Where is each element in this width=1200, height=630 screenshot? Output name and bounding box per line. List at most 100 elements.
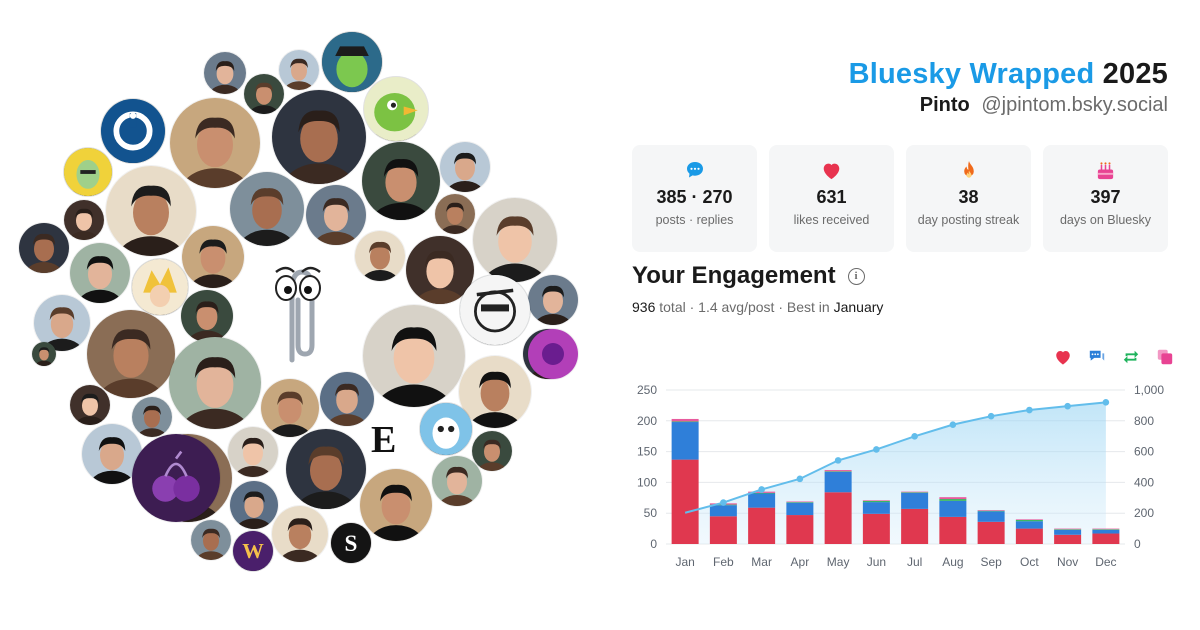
bar-likes <box>709 516 737 544</box>
stat-label: likes received <box>793 213 870 227</box>
reply-icon[interactable] <box>1088 348 1106 366</box>
avatar[interactable] <box>472 431 512 471</box>
bar-replies <box>977 511 1005 522</box>
y-right-tick-label: 800 <box>1134 414 1154 428</box>
avatar[interactable] <box>320 372 374 426</box>
avatar[interactable] <box>459 356 531 428</box>
year-title: 2025 <box>1102 58 1168 90</box>
cherry-avatar[interactable] <box>132 434 220 522</box>
avatar[interactable] <box>70 243 130 303</box>
bar-reposts <box>977 510 1005 512</box>
avatar[interactable] <box>355 231 405 281</box>
cake-icon <box>1043 159 1168 181</box>
quote-icon[interactable] <box>1156 348 1174 366</box>
avatar[interactable] <box>362 142 440 220</box>
avatar[interactable] <box>272 506 328 562</box>
engagement-total-label: total <box>659 299 686 315</box>
avatar[interactable] <box>440 142 490 192</box>
avatar[interactable] <box>32 342 56 366</box>
chart-legend <box>1054 348 1174 366</box>
engagement-avg: 1.4 avg/post <box>698 299 775 315</box>
bar-replies <box>1015 521 1043 529</box>
s-logo-avatar[interactable]: S <box>331 523 371 563</box>
x-tick-label: Oct <box>1020 555 1039 569</box>
repost-icon[interactable] <box>1122 348 1140 366</box>
chat-bubble-icon <box>632 159 757 181</box>
avatar[interactable] <box>64 200 104 240</box>
x-tick-label: Dec <box>1095 555 1116 569</box>
engagement-title: Your Engagement i <box>632 262 865 290</box>
avatar[interactable] <box>279 50 319 90</box>
bar-quotes <box>939 497 967 500</box>
info-icon[interactable]: i <box>847 267 865 285</box>
avatar[interactable] <box>170 98 260 188</box>
brand-title: Bluesky Wrapped <box>848 58 1095 90</box>
avatar[interactable] <box>204 52 246 94</box>
avatar[interactable] <box>435 194 475 234</box>
engagement-chart: 0 50 100 150 200 250 0 200 400 600 800 1,000 Jan Feb M… <box>637 383 1164 569</box>
cartoon-avatar[interactable] <box>420 403 472 455</box>
avatar[interactable] <box>70 385 110 425</box>
avatar[interactable] <box>169 337 261 429</box>
heart-icon <box>769 159 894 181</box>
avatar[interactable] <box>181 290 233 342</box>
bar-quotes <box>1092 528 1120 530</box>
bar-reposts <box>901 492 929 493</box>
y-right-tick-label: 1,000 <box>1134 383 1164 397</box>
avatar[interactable] <box>432 456 482 506</box>
avatar[interactable] <box>286 429 366 509</box>
neon-avatar[interactable] <box>528 329 578 379</box>
stat-label: day posting streak <box>917 213 1020 227</box>
avatar[interactable] <box>261 379 319 437</box>
header: Bluesky Wrapped 2025 Pinto @jpintom.bsky… <box>849 58 1168 117</box>
x-tick-label: Feb <box>713 555 734 569</box>
bar-replies <box>901 492 929 509</box>
avatar[interactable] <box>230 481 278 529</box>
avatar[interactable] <box>132 397 172 437</box>
avatar[interactable] <box>272 90 366 184</box>
anime-avatar[interactable] <box>132 259 188 315</box>
avatar[interactable] <box>106 166 196 256</box>
avatar[interactable] <box>363 305 465 407</box>
cumulative-point <box>1064 402 1071 410</box>
engagement-best-month: January <box>833 299 884 315</box>
avatar[interactable] <box>87 310 175 398</box>
sketch-avatar[interactable] <box>460 275 530 345</box>
x-tick-label: Sep <box>980 555 1002 569</box>
avatar[interactable] <box>244 74 284 114</box>
bar-likes <box>1054 534 1082 544</box>
bar-reposts <box>671 421 699 423</box>
avatar[interactable] <box>528 275 578 325</box>
engagement-title-text: Your Engagement <box>632 262 836 289</box>
avatar[interactable] <box>230 172 304 246</box>
bar-likes <box>824 492 852 544</box>
bar-replies <box>671 422 699 460</box>
avatar[interactable] <box>473 198 557 282</box>
avatar[interactable] <box>406 236 474 304</box>
bar-quotes <box>824 470 852 472</box>
y-left-tick-label: 150 <box>637 445 657 459</box>
avatar[interactable] <box>228 427 278 477</box>
avatar[interactable] <box>34 295 90 351</box>
cartoon-green-avatar[interactable] <box>322 32 382 92</box>
avatar[interactable] <box>306 185 366 245</box>
avatar[interactable] <box>360 469 432 541</box>
avatar[interactable] <box>19 223 69 273</box>
flame-icon <box>906 159 1031 181</box>
stat-label: days on Bluesky <box>1059 213 1152 227</box>
avatar[interactable] <box>191 520 231 560</box>
cumulative-point <box>873 446 880 453</box>
avatar[interactable] <box>182 226 244 288</box>
cartoon-yellow-avatar[interactable] <box>64 148 112 196</box>
heart-icon[interactable] <box>1054 348 1072 366</box>
bar-likes <box>901 508 929 544</box>
bar-quotes <box>862 500 890 501</box>
w-logo-avatar[interactable]: W <box>233 531 273 571</box>
logo-avatar[interactable] <box>101 99 165 163</box>
cumulative-point <box>796 475 804 483</box>
bar-likes <box>1015 528 1043 544</box>
avatar-cloud: W S E <box>19 32 578 571</box>
parrot-avatar[interactable] <box>364 77 428 141</box>
bar-replies <box>862 502 890 514</box>
x-tick-label: Apr <box>791 555 810 569</box>
